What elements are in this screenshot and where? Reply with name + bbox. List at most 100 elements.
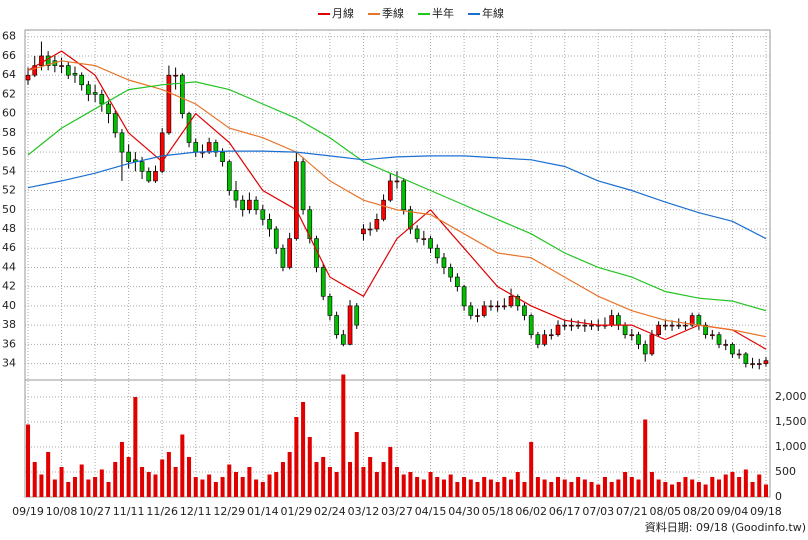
candle-body [582, 324, 588, 327]
candle-body [716, 334, 722, 345]
candle-body [126, 151, 131, 163]
candle-body [65, 65, 71, 76]
candle-body [528, 315, 534, 336]
candle-body [394, 180, 400, 183]
volume-bar [140, 467, 145, 497]
candle-body [609, 315, 614, 326]
candle-body [468, 305, 474, 316]
volume-bar [582, 479, 587, 497]
candle-body [743, 353, 749, 364]
candle-body [381, 199, 386, 220]
y-tick-label: 58 [2, 126, 16, 139]
volume-bar [462, 477, 467, 497]
volume-bar [441, 479, 446, 497]
volume-bar [723, 474, 728, 497]
candle-body [307, 209, 313, 239]
x-tick-label: 01/14 [247, 505, 279, 518]
volume-bar [52, 479, 57, 497]
candle-body [79, 74, 85, 86]
x-tick-label: 08/20 [683, 505, 715, 518]
candle-body [669, 324, 675, 327]
x-tick-label: 02/24 [314, 505, 346, 518]
volume-bar [72, 477, 77, 497]
x-tick-label: 12/11 [180, 505, 212, 518]
volume-bar [254, 479, 259, 497]
candle-body [226, 161, 232, 191]
volume-bar [576, 477, 581, 497]
x-tick-label: 05/18 [482, 505, 514, 518]
volume-bar [757, 474, 762, 497]
candle-body [240, 199, 246, 211]
volume-bar [717, 479, 722, 497]
volume-bar [314, 462, 319, 497]
volume-bar [643, 419, 648, 497]
volume-bar [649, 472, 654, 497]
volume-bar [495, 482, 500, 497]
volume-bar [509, 479, 514, 497]
candle-body [408, 209, 413, 230]
candle-body [535, 334, 541, 345]
legend-label: 半年 [432, 6, 454, 20]
candle-body [569, 324, 574, 327]
candle-body [45, 55, 51, 66]
candle-body [146, 171, 152, 182]
volume-bar [213, 482, 218, 497]
candle-body [441, 257, 447, 268]
volume-bar [374, 472, 379, 497]
volume-bar [93, 477, 98, 497]
footnote: 資料日期: 09/18 (Goodinfo.tw) [645, 520, 806, 534]
y-tick-label: 64 [2, 68, 16, 81]
volume-bar [696, 482, 701, 497]
candle-body [72, 72, 78, 76]
candle-body [475, 315, 480, 317]
volume-bar [126, 457, 131, 497]
candle-body [334, 315, 339, 336]
volume-bar [602, 477, 607, 497]
candle-body [280, 247, 286, 268]
candle-body [730, 344, 735, 355]
candle-body [649, 334, 655, 355]
volume-bar [39, 474, 44, 497]
y-tick-label: 54 [2, 164, 16, 177]
candle-body [233, 190, 239, 201]
volume-bar [32, 462, 37, 497]
volume-bar [200, 479, 205, 497]
legend-label: 月線 [332, 6, 354, 20]
volume-bar [549, 482, 554, 497]
volume-bar [160, 459, 165, 497]
candle-body [750, 363, 755, 365]
y-tick-label: 34 [2, 357, 16, 370]
candle-body [247, 199, 252, 211]
volume-bar [569, 482, 574, 497]
volume-bar [341, 374, 346, 497]
candle-body [663, 324, 668, 327]
volume-bar [488, 479, 493, 497]
candle-body [260, 209, 266, 220]
candle-body [59, 65, 64, 67]
x-tick-label: 09/19 [12, 505, 44, 518]
volume-bar [361, 467, 366, 497]
volume-bar [26, 424, 31, 497]
candle-body [736, 353, 742, 356]
candle-body [173, 74, 178, 77]
volume-bar [415, 477, 420, 497]
x-tick-label: 12/29 [213, 505, 245, 518]
volume-bar [267, 474, 272, 497]
candle-body [354, 305, 360, 326]
candle-body [488, 305, 494, 308]
candle-body [428, 238, 433, 249]
volume-bar [146, 472, 151, 497]
volume-bar [683, 477, 688, 497]
candle-body [421, 238, 427, 240]
candle-body [253, 199, 259, 211]
volume-bar [529, 442, 534, 497]
candle-body [629, 334, 635, 337]
x-tick-label: 07/21 [616, 505, 648, 518]
candle-body [273, 228, 279, 249]
candle-body [320, 267, 326, 297]
y-tick-label: 44 [2, 260, 16, 273]
candle-body [636, 334, 641, 345]
volume-bar [274, 472, 279, 497]
